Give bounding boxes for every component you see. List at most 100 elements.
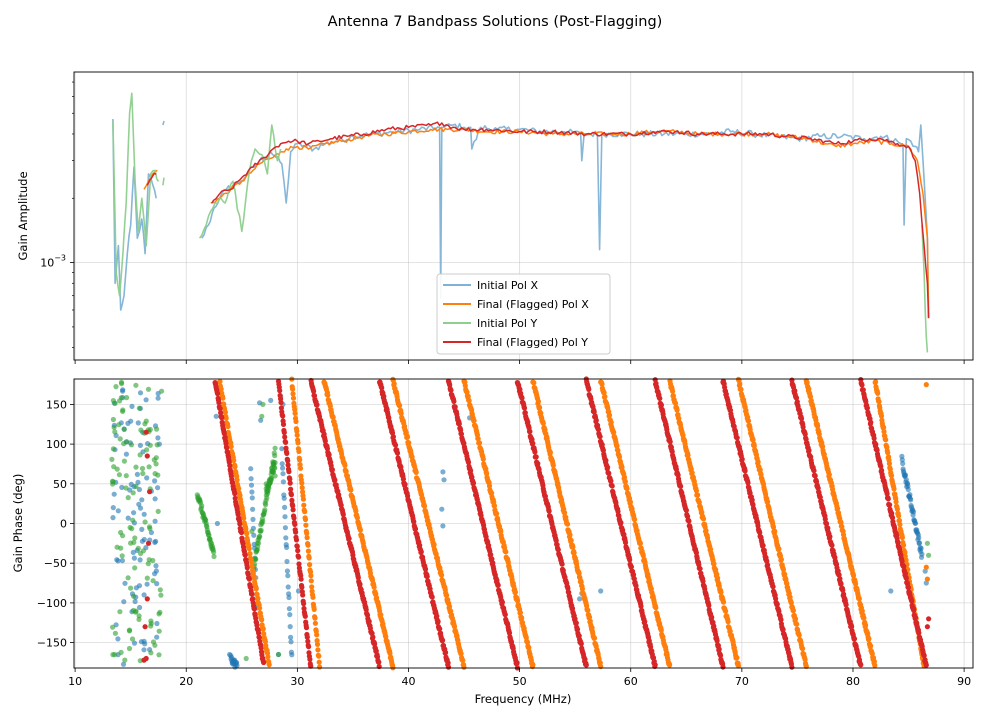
phase-point-series-0 bbox=[154, 581, 160, 587]
phase-point-series-3 bbox=[583, 662, 589, 668]
phase-point-series-1 bbox=[861, 615, 867, 621]
phase-point-series-2 bbox=[125, 575, 131, 581]
phase-point-series-1 bbox=[309, 584, 315, 590]
phase-xtick-label: 90 bbox=[957, 675, 971, 688]
phase-point-series-3 bbox=[296, 561, 302, 567]
phase-point-series-2 bbox=[272, 473, 278, 479]
phase-xlabel: Frequency (MHz) bbox=[475, 692, 572, 706]
phase-point-series-2 bbox=[130, 517, 136, 523]
phase-point-series-2 bbox=[118, 545, 124, 551]
phase-point-series-1 bbox=[802, 656, 808, 663]
phase-point-series-3 bbox=[778, 617, 784, 623]
amp-series-3-segment bbox=[211, 121, 930, 319]
phase-point-series-1 bbox=[439, 572, 445, 578]
phase-point-series-3 bbox=[290, 503, 296, 509]
phase-point-series-3 bbox=[912, 615, 919, 621]
phase-point-series-2 bbox=[211, 549, 217, 555]
phase-point-series-3 bbox=[716, 646, 722, 652]
phase-point-series-3 bbox=[293, 537, 300, 543]
phase-point-series-3 bbox=[376, 659, 382, 665]
phase-point-series-2 bbox=[263, 481, 269, 487]
phase-point-series-1 bbox=[295, 440, 301, 446]
phase-point-series-3 bbox=[714, 638, 720, 644]
phase-point-series-3 bbox=[258, 645, 264, 651]
phase-point-series-0 bbox=[923, 580, 929, 586]
phase-point-series-3 bbox=[521, 405, 528, 411]
phase-point-series-3 bbox=[292, 521, 298, 528]
phase-point-series-0 bbox=[907, 492, 913, 498]
phase-point-series-2 bbox=[128, 442, 135, 448]
phase-point-series-1 bbox=[348, 487, 354, 493]
phase-point-series-0 bbox=[577, 596, 583, 602]
phase-point-series-3 bbox=[582, 656, 588, 662]
phase-point-series-1 bbox=[627, 499, 634, 505]
phase-point-series-3 bbox=[622, 539, 629, 546]
phase-point-series-1 bbox=[458, 651, 464, 657]
phase-point-series-1 bbox=[236, 486, 242, 492]
phase-point-series-1 bbox=[863, 622, 869, 628]
phase-point-series-1 bbox=[622, 479, 629, 485]
phase-point-series-1 bbox=[585, 607, 591, 614]
phase-point-series-0 bbox=[213, 413, 219, 419]
phase-point-series-1 bbox=[308, 578, 314, 584]
phase-point-series-1 bbox=[304, 535, 310, 541]
phase-point-series-1 bbox=[406, 440, 412, 446]
phase-point-series-2 bbox=[254, 540, 260, 546]
phase-point-series-3 bbox=[437, 626, 443, 632]
amplitude-ylabel: Gain Amplitude bbox=[16, 171, 30, 260]
phase-point-series-0 bbox=[440, 523, 446, 529]
phase-point-series-3 bbox=[887, 502, 893, 508]
phase-point-series-3 bbox=[412, 526, 419, 532]
phase-point-series-0 bbox=[144, 475, 150, 481]
phase-point-series-1 bbox=[794, 621, 800, 627]
phase-ytick-label: 0 bbox=[60, 518, 67, 531]
phase-point-series-2 bbox=[158, 592, 164, 598]
phase-point-series-1 bbox=[249, 563, 255, 570]
phase-point-series-0 bbox=[282, 504, 288, 510]
phase-point-series-3 bbox=[792, 388, 798, 394]
phase-point-series-0 bbox=[598, 588, 604, 594]
phase-point-series-3 bbox=[871, 435, 877, 441]
phase-point-series-3 bbox=[926, 616, 932, 622]
phase-point-series-2 bbox=[121, 458, 127, 464]
phase-point-series-3 bbox=[667, 439, 673, 445]
phase-point-series-2 bbox=[126, 645, 133, 652]
phase-point-series-1 bbox=[294, 428, 300, 434]
phase-point-series-0 bbox=[268, 397, 274, 403]
phase-point-series-3 bbox=[280, 421, 287, 427]
phase-point-series-0 bbox=[121, 599, 127, 605]
phase-point-series-2 bbox=[156, 652, 162, 658]
phase-point-series-0 bbox=[919, 551, 925, 557]
phase-point-series-0 bbox=[282, 525, 288, 531]
phase-point-series-0 bbox=[132, 598, 138, 605]
phase-point-series-2 bbox=[130, 490, 136, 496]
phase-point-series-1 bbox=[924, 576, 931, 582]
phase-point-series-3 bbox=[458, 431, 464, 437]
phase-point-series-3 bbox=[533, 454, 539, 460]
amp-series-2-segment bbox=[162, 177, 165, 186]
phase-point-series-1 bbox=[357, 527, 363, 533]
phase-point-series-1 bbox=[535, 398, 542, 404]
phase-point-series-1 bbox=[621, 474, 628, 480]
phase-point-series-1 bbox=[672, 400, 679, 406]
phase-point-series-2 bbox=[136, 616, 142, 623]
phase-point-series-1 bbox=[885, 450, 891, 456]
phase-point-series-3 bbox=[905, 585, 912, 591]
phase-ticks: 10 20 30 40 50 60 70 80 90 −150 −100 −50 0 50 100 150 bbox=[37, 398, 971, 688]
phase-point-series-3 bbox=[578, 641, 584, 647]
phase-point-series-0 bbox=[280, 471, 286, 477]
phase-point-series-1 bbox=[312, 620, 318, 626]
phase-point-series-2 bbox=[124, 439, 130, 445]
phase-point-series-1 bbox=[371, 584, 377, 590]
phase-point-series-2 bbox=[131, 593, 137, 599]
phase-point-series-1 bbox=[398, 410, 404, 417]
phase-point-series-2 bbox=[272, 453, 278, 459]
phase-point-series-0 bbox=[115, 508, 121, 514]
phase-point-series-2 bbox=[133, 483, 139, 489]
phase-point-series-0 bbox=[136, 583, 143, 589]
phase-point-series-3 bbox=[593, 417, 599, 423]
phase-point-series-2 bbox=[125, 495, 131, 501]
phase-point-series-2 bbox=[150, 557, 156, 564]
phase-point-series-3 bbox=[418, 549, 424, 555]
phase-point-series-2 bbox=[264, 488, 271, 494]
